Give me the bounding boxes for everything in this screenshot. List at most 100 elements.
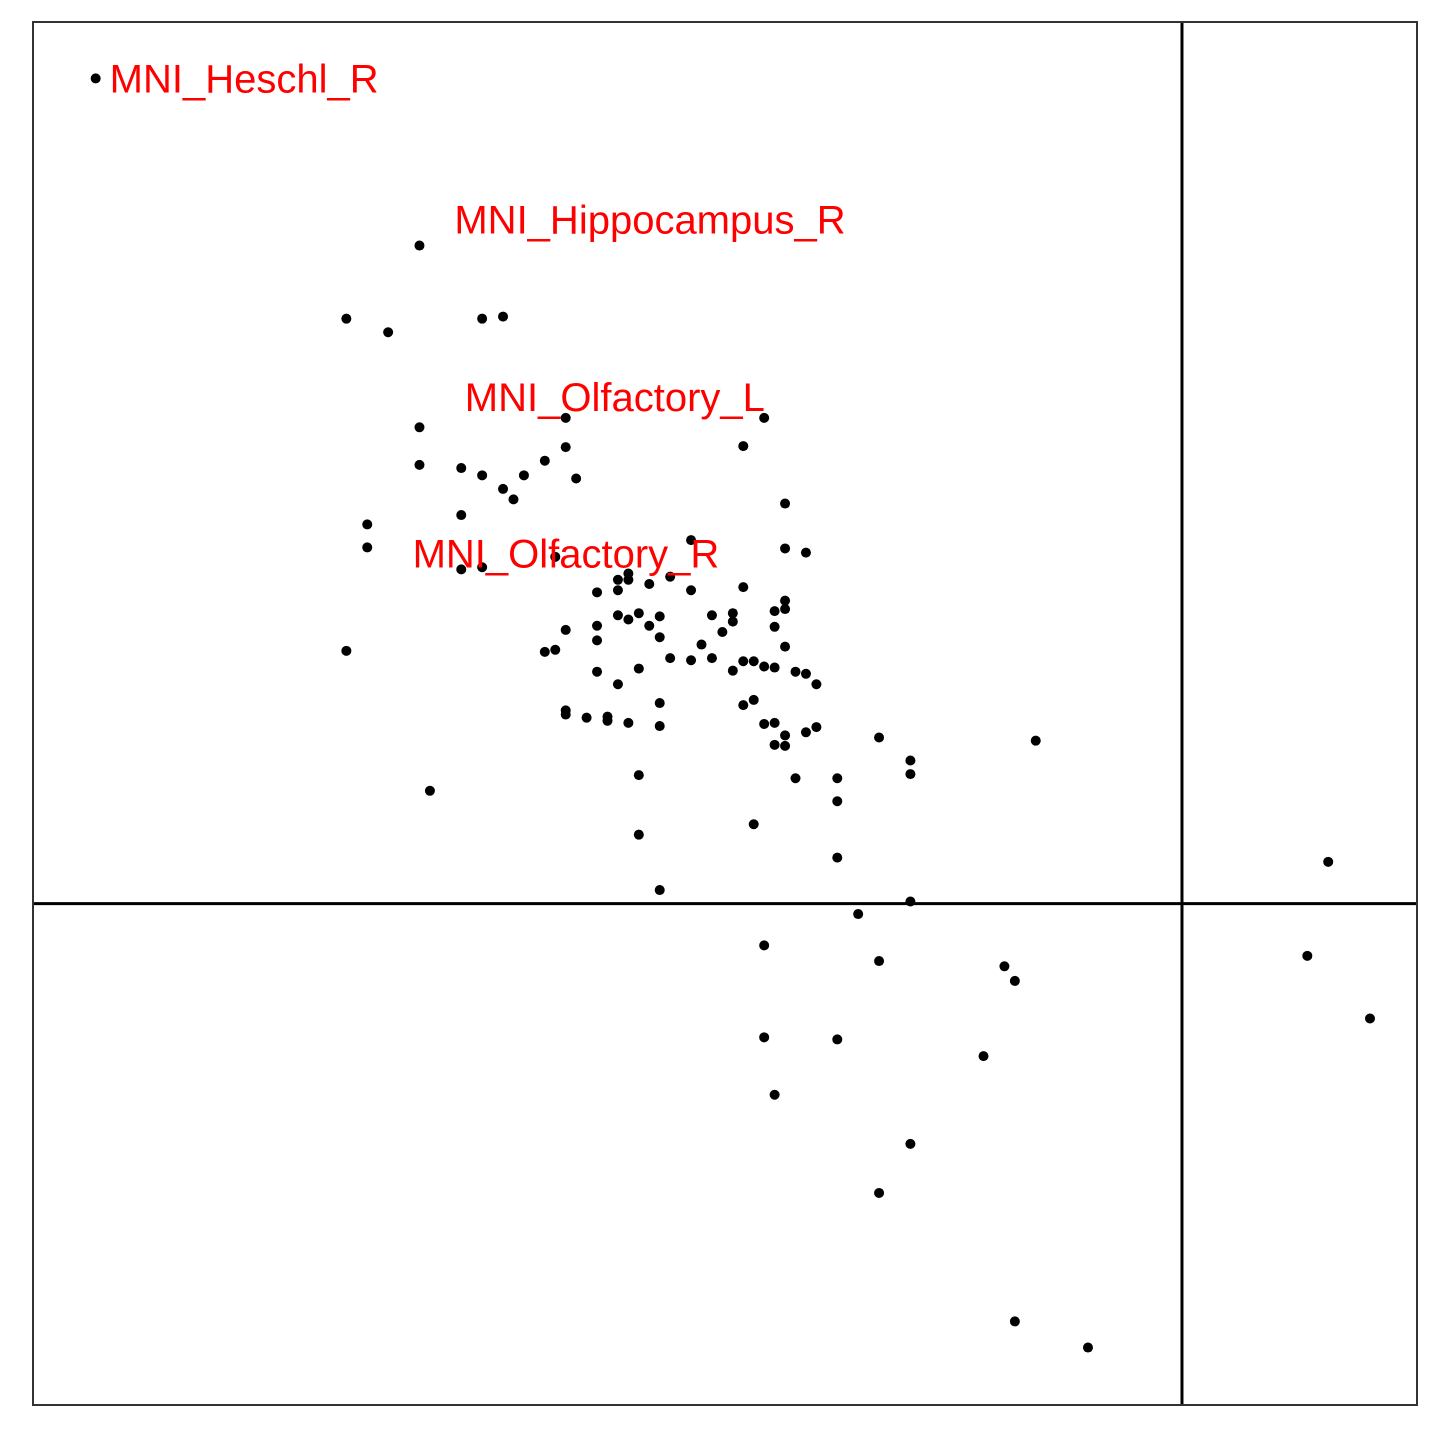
data-point: [769, 717, 780, 728]
data-points: [90, 73, 1375, 1353]
data-point: [748, 819, 759, 830]
data-point: [769, 606, 780, 617]
data-point: [654, 698, 665, 709]
data-point: [738, 441, 749, 452]
data-point: [853, 909, 864, 920]
data-point: [905, 1138, 916, 1149]
data-point: [1009, 975, 1020, 986]
data-point: [612, 574, 623, 585]
data-point: [623, 717, 634, 728]
data-point: [612, 585, 623, 596]
data-point: [550, 551, 561, 562]
data-point: [696, 639, 707, 650]
data-point: [633, 663, 644, 674]
data-point: [456, 564, 467, 575]
data-point: [1302, 950, 1313, 961]
data-point: [999, 961, 1010, 972]
data-point: [498, 311, 509, 322]
data-point: [592, 587, 603, 598]
data-point: [477, 313, 488, 324]
data-point: [1030, 735, 1041, 746]
data-point: [424, 785, 435, 796]
data-point: [592, 620, 603, 631]
data-point: [874, 1187, 885, 1198]
data-point: [748, 656, 759, 667]
data-point: [1082, 1342, 1093, 1353]
data-point: [539, 646, 550, 657]
data-point: [748, 694, 759, 705]
data-point: [686, 535, 697, 546]
data-point: [832, 852, 843, 863]
data-point: [686, 585, 697, 596]
data-point: [800, 547, 811, 558]
data-point: [780, 498, 791, 509]
data-point: [414, 240, 425, 251]
data-point: [477, 562, 488, 573]
data-point: [571, 473, 582, 484]
data-point: [800, 727, 811, 738]
data-point: [780, 595, 791, 606]
data-point: [800, 668, 811, 679]
data-point: [456, 463, 467, 474]
data-point: [727, 608, 738, 619]
data-point: [759, 661, 770, 672]
data-point: [518, 470, 529, 481]
data-point: [769, 1089, 780, 1100]
data-point: [727, 665, 738, 676]
data-point: [738, 700, 749, 711]
data-point: [780, 641, 791, 652]
data-point: [539, 455, 550, 466]
data-point: [706, 610, 717, 621]
point-label: MNI_Hippocampus_R: [454, 198, 845, 242]
data-point: [560, 442, 571, 453]
data-point: [560, 624, 571, 635]
data-point: [706, 653, 717, 664]
data-point: [769, 662, 780, 673]
data-point: [341, 645, 352, 656]
data-point: [1364, 1013, 1375, 1024]
data-point: [362, 519, 373, 530]
data-point: [633, 829, 644, 840]
data-point: [811, 679, 822, 690]
data-point: [623, 614, 634, 625]
data-point: [90, 73, 101, 84]
data-point: [654, 721, 665, 732]
plot-frame: [32, 21, 1418, 1406]
data-point: [759, 940, 770, 951]
data-point: [612, 610, 623, 621]
data-point: [498, 483, 509, 494]
data-point: [780, 604, 791, 615]
data-point: [780, 740, 791, 751]
data-point: [717, 627, 728, 638]
data-point: [905, 769, 916, 780]
data-point: [759, 1032, 770, 1043]
data-point: [654, 885, 665, 896]
data-point: [874, 732, 885, 743]
data-point: [832, 773, 843, 784]
data-point: [362, 542, 373, 553]
data-point: [414, 459, 425, 470]
data-point: [665, 653, 676, 664]
data-point: [769, 621, 780, 632]
data-point: [550, 644, 561, 655]
data-point: [1009, 1316, 1020, 1327]
data-point: [633, 770, 644, 781]
data-point: [874, 956, 885, 967]
data-point: [623, 574, 634, 585]
data-point: [1323, 856, 1334, 867]
data-point: [456, 510, 467, 521]
data-point: [508, 494, 519, 505]
data-point: [832, 1034, 843, 1045]
point-labels: MNI_Heschl_R MNI_Hippocampus_R MNI_Olfacto…: [110, 57, 846, 576]
data-point: [665, 571, 676, 582]
data-point: [790, 773, 801, 784]
data-point: [727, 616, 738, 627]
data-point: [477, 470, 488, 481]
data-point: [644, 620, 655, 631]
data-point: [560, 412, 571, 423]
data-point: [414, 422, 425, 433]
data-point: [560, 709, 571, 720]
data-point: [905, 755, 916, 766]
data-point: [780, 730, 791, 741]
